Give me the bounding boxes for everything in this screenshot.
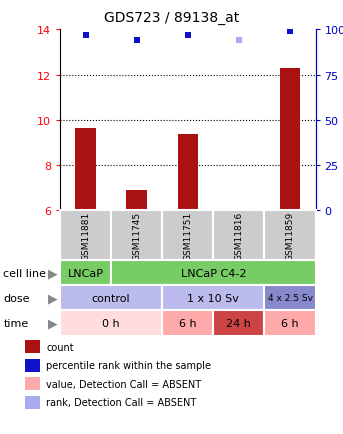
Bar bbox=[162, 210, 213, 260]
Text: count: count bbox=[46, 342, 74, 352]
Text: ▶: ▶ bbox=[48, 317, 58, 330]
Bar bbox=[264, 210, 316, 260]
Bar bbox=[178, 135, 198, 210]
Text: 24 h: 24 h bbox=[226, 319, 251, 328]
Text: value, Detection Call = ABSENT: value, Detection Call = ABSENT bbox=[46, 379, 202, 389]
Bar bbox=[25, 358, 40, 372]
Bar bbox=[280, 69, 300, 210]
Text: GSM11751: GSM11751 bbox=[183, 211, 192, 260]
Bar bbox=[162, 311, 213, 336]
Bar bbox=[25, 395, 40, 409]
Bar bbox=[60, 260, 111, 286]
Text: 6 h: 6 h bbox=[179, 319, 197, 328]
Bar bbox=[213, 311, 264, 336]
Bar bbox=[25, 377, 40, 391]
Bar bbox=[111, 260, 316, 286]
Bar bbox=[75, 128, 96, 210]
Bar bbox=[60, 311, 162, 336]
Bar bbox=[60, 210, 111, 260]
Text: LNCaP: LNCaP bbox=[68, 268, 104, 278]
Text: time: time bbox=[3, 319, 29, 328]
Bar bbox=[264, 286, 316, 311]
Text: GSM11745: GSM11745 bbox=[132, 211, 141, 260]
Text: LNCaP C4-2: LNCaP C4-2 bbox=[181, 268, 246, 278]
Text: 0 h: 0 h bbox=[102, 319, 120, 328]
Text: ▶: ▶ bbox=[48, 292, 58, 305]
Bar bbox=[111, 210, 162, 260]
Text: dose: dose bbox=[3, 293, 30, 303]
Bar bbox=[213, 210, 264, 260]
Text: rank, Detection Call = ABSENT: rank, Detection Call = ABSENT bbox=[46, 397, 197, 407]
Text: ▶: ▶ bbox=[48, 266, 58, 279]
Text: 6 h: 6 h bbox=[281, 319, 299, 328]
Bar bbox=[264, 311, 316, 336]
Bar bbox=[127, 190, 147, 210]
Text: cell line: cell line bbox=[3, 268, 46, 278]
Bar bbox=[162, 286, 264, 311]
Text: GDS723 / 89138_at: GDS723 / 89138_at bbox=[104, 11, 239, 25]
Text: control: control bbox=[92, 293, 130, 303]
Text: 4 x 2.5 Sv: 4 x 2.5 Sv bbox=[268, 294, 312, 302]
Text: GSM11859: GSM11859 bbox=[285, 211, 295, 260]
Text: GSM11816: GSM11816 bbox=[234, 211, 244, 260]
Text: GSM11881: GSM11881 bbox=[81, 211, 90, 260]
Text: percentile rank within the sample: percentile rank within the sample bbox=[46, 360, 211, 370]
Text: 1 x 10 Sv: 1 x 10 Sv bbox=[187, 293, 239, 303]
Bar bbox=[60, 286, 162, 311]
Bar bbox=[25, 340, 40, 354]
